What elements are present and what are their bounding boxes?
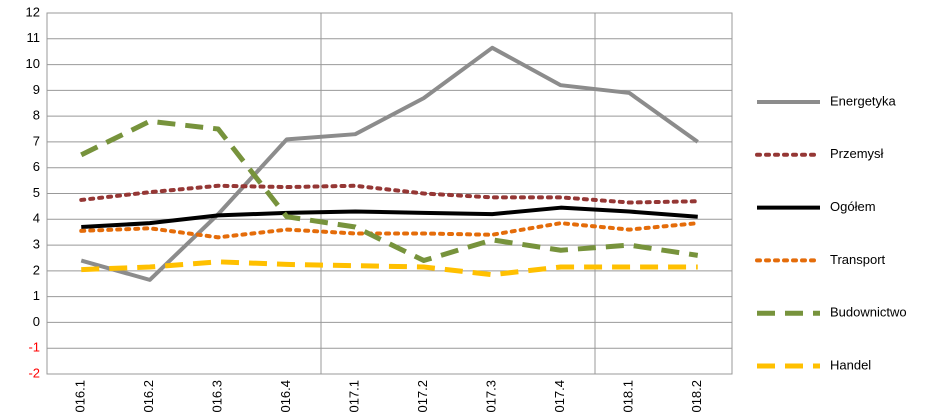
y-tick-label: 0 (33, 314, 40, 329)
y-tick-label: 9 (33, 82, 40, 97)
series-line (81, 259, 698, 278)
y-tick-label: 10 (26, 56, 40, 71)
series-line (79, 221, 700, 240)
y-tick-label: -1 (28, 340, 40, 355)
y-tick-label: 11 (27, 30, 41, 45)
legend-label: Energetyka (830, 93, 897, 108)
series-line (80, 45, 699, 282)
y-tick-label: 4 (33, 211, 40, 226)
y-tick-label: 6 (33, 159, 40, 174)
x-tick-label: 2017.1 (347, 380, 362, 412)
y-tick-label: 5 (33, 185, 40, 200)
series-line (80, 118, 699, 264)
y-tick-label: -2 (28, 365, 40, 380)
legend-label: Ogółem (830, 199, 876, 214)
y-tick-label: 2 (33, 262, 40, 277)
x-tick-label: 2016.3 (210, 380, 225, 412)
y-tick-label: 1 (33, 288, 40, 303)
y-tick-label: 8 (33, 108, 40, 123)
x-tick-label: 2017.2 (415, 380, 430, 412)
x-tick-label: 2016.2 (141, 380, 156, 412)
legend-label: Przemysł (830, 146, 884, 161)
x-tick-label: 2016.4 (278, 380, 293, 412)
legend-label: Handel (830, 357, 871, 372)
y-tick-label: 12 (26, 4, 40, 19)
x-tick-label: 2017.4 (552, 380, 567, 412)
y-tick-label: 7 (33, 133, 40, 148)
y-tick-label: 3 (33, 237, 40, 252)
legend-label: Transport (830, 252, 886, 267)
series-line (79, 183, 700, 205)
x-tick-label: 2018.1 (621, 380, 636, 412)
series-line (81, 205, 698, 230)
x-tick-label: 2018.2 (689, 380, 704, 412)
legend-label: Budownictwo (830, 305, 907, 320)
x-tick-label: 2017.3 (484, 380, 499, 412)
x-tick-label: 2016.1 (73, 380, 88, 412)
